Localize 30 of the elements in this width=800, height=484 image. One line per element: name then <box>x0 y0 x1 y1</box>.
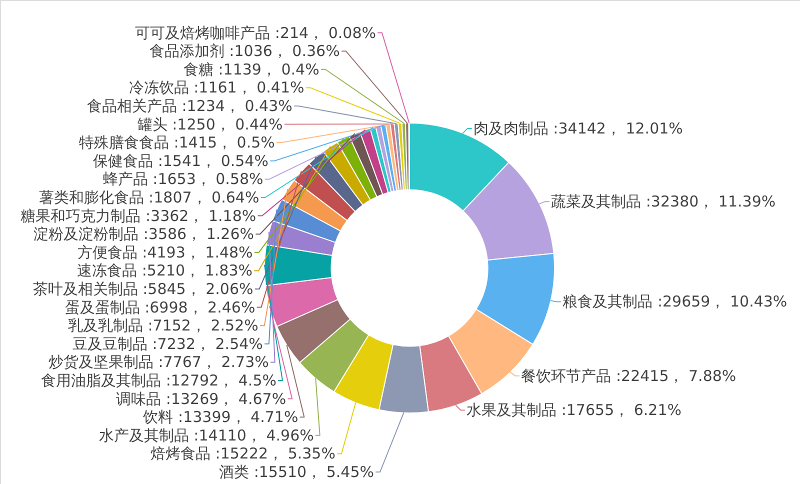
slice-label: 可可及焙烤咖啡产品 :214， 0.08% <box>135 24 376 42</box>
slice-label: 水产及其制品 :14110， 4.96% <box>98 426 314 444</box>
slice-label: 淀粉及淀粉制品 :3586， 1.26% <box>34 225 254 244</box>
slice-label: 保健食品 :1541， 0.54% <box>93 152 268 170</box>
slice-label: 蔬菜及其制品 :32380， 11.39% <box>551 192 776 211</box>
slice-label: 粮食及其制品 :29659， 10.43% <box>562 292 788 311</box>
slice-label: 炒货及坚果制品 :7767， 2.73% <box>48 353 269 372</box>
slice-label: 食用油脂及其制品 :12792， 4.5% <box>41 372 276 390</box>
slice-label: 乳及乳制品 :7152， 2.52% <box>68 316 258 335</box>
slice-label: 蜂产品 :1653， 0.58% <box>102 170 264 188</box>
slice-label: 冷冻饮品 :1161， 0.41% <box>128 78 304 97</box>
slice-label: 特殊膳食食品 :1415， 0.5% <box>79 134 275 152</box>
slice-label: 罐头 :1250， 0.44% <box>137 115 283 134</box>
slice-label: 酒类 :15510， 5.45% <box>219 463 374 481</box>
slice-label: 茶叶及相关制品 :5845， 2.06% <box>32 280 254 298</box>
slice-label: 糖果和巧克力制品 :3362， 1.18% <box>20 206 256 225</box>
slice-label: 蛋及蛋制品 :6998， 2.46% <box>64 298 256 316</box>
slice-label: 食糖 :1139， 0.4% <box>183 60 320 78</box>
slice-label: 食品添加剂 :1036， 0.36% <box>149 42 340 60</box>
slice-label: 焙烤食品 :15222， 5.35% <box>150 444 336 463</box>
slice-label: 肉及肉制品 :34142， 12.01% <box>473 120 683 138</box>
slice-label: 薯类和膨化食品 :1807， 0.64% <box>38 188 260 206</box>
slice-label: 调味品 :13269， 4.67% <box>116 390 286 408</box>
slice-label: 食品相关产品 :1234， 0.43% <box>86 97 292 115</box>
slice-label: 速冻食品 :5210， 1.83% <box>77 262 253 280</box>
slice-label: 方便食品 :4193， 1.48% <box>77 243 253 262</box>
slice-label: 水果及其制品 :17655， 6.21% <box>466 401 682 420</box>
slice-label: 餐饮环节产品 :22415， 7.88% <box>521 366 736 385</box>
slice-label: 豆及豆制品 :7232， 2.54% <box>72 334 263 353</box>
slice-label: 饮料 :13399， 4.71% <box>142 408 298 426</box>
